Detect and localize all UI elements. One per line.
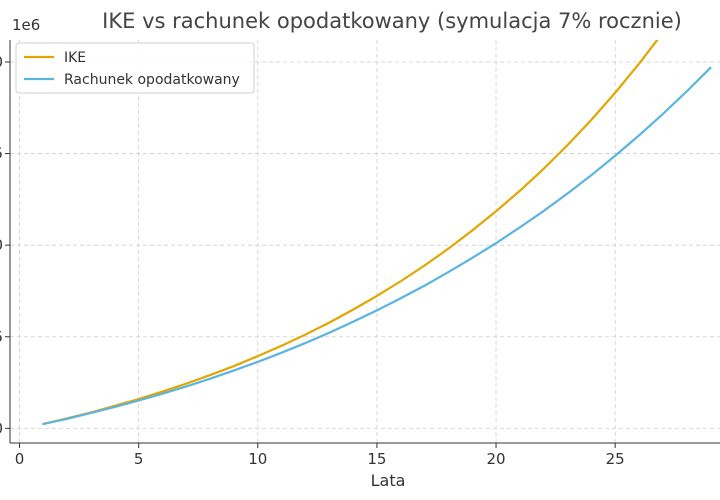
y-offset-label: 1e6: [12, 16, 40, 34]
x-tick-label: 0: [15, 450, 25, 468]
legend: IKE Rachunek opodatkowany: [15, 42, 255, 94]
grid: [10, 40, 720, 443]
x-tick-label: 15: [367, 450, 386, 468]
series-line-rachunek-opodatkowany: [42, 66, 712, 426]
y-tick-label: 0: [0, 53, 3, 71]
x-tick-label: 5: [134, 450, 144, 468]
x-axis-label: Lata: [371, 471, 406, 490]
y-tick-label: 0: [0, 236, 3, 254]
y-tick-label: 0: [0, 419, 3, 437]
axes: 0 5 10 15 20 25 0 5 0 5 0: [0, 40, 720, 468]
chart-title: IKE vs rachunek opodatkowany (symulacja …: [102, 9, 682, 33]
x-tick-label: 25: [606, 450, 625, 468]
y-tick-label: 5: [0, 328, 3, 346]
series-line-ike: [42, 40, 659, 426]
y-tick-label: 5: [0, 145, 3, 163]
x-tick-label: 20: [486, 450, 505, 468]
series-layer: [42, 40, 712, 426]
legend-box: [15, 42, 255, 94]
x-tick-label: 10: [248, 450, 267, 468]
legend-entry: IKE: [64, 50, 86, 66]
legend-entry: Rachunek opodatkowany: [64, 72, 240, 88]
